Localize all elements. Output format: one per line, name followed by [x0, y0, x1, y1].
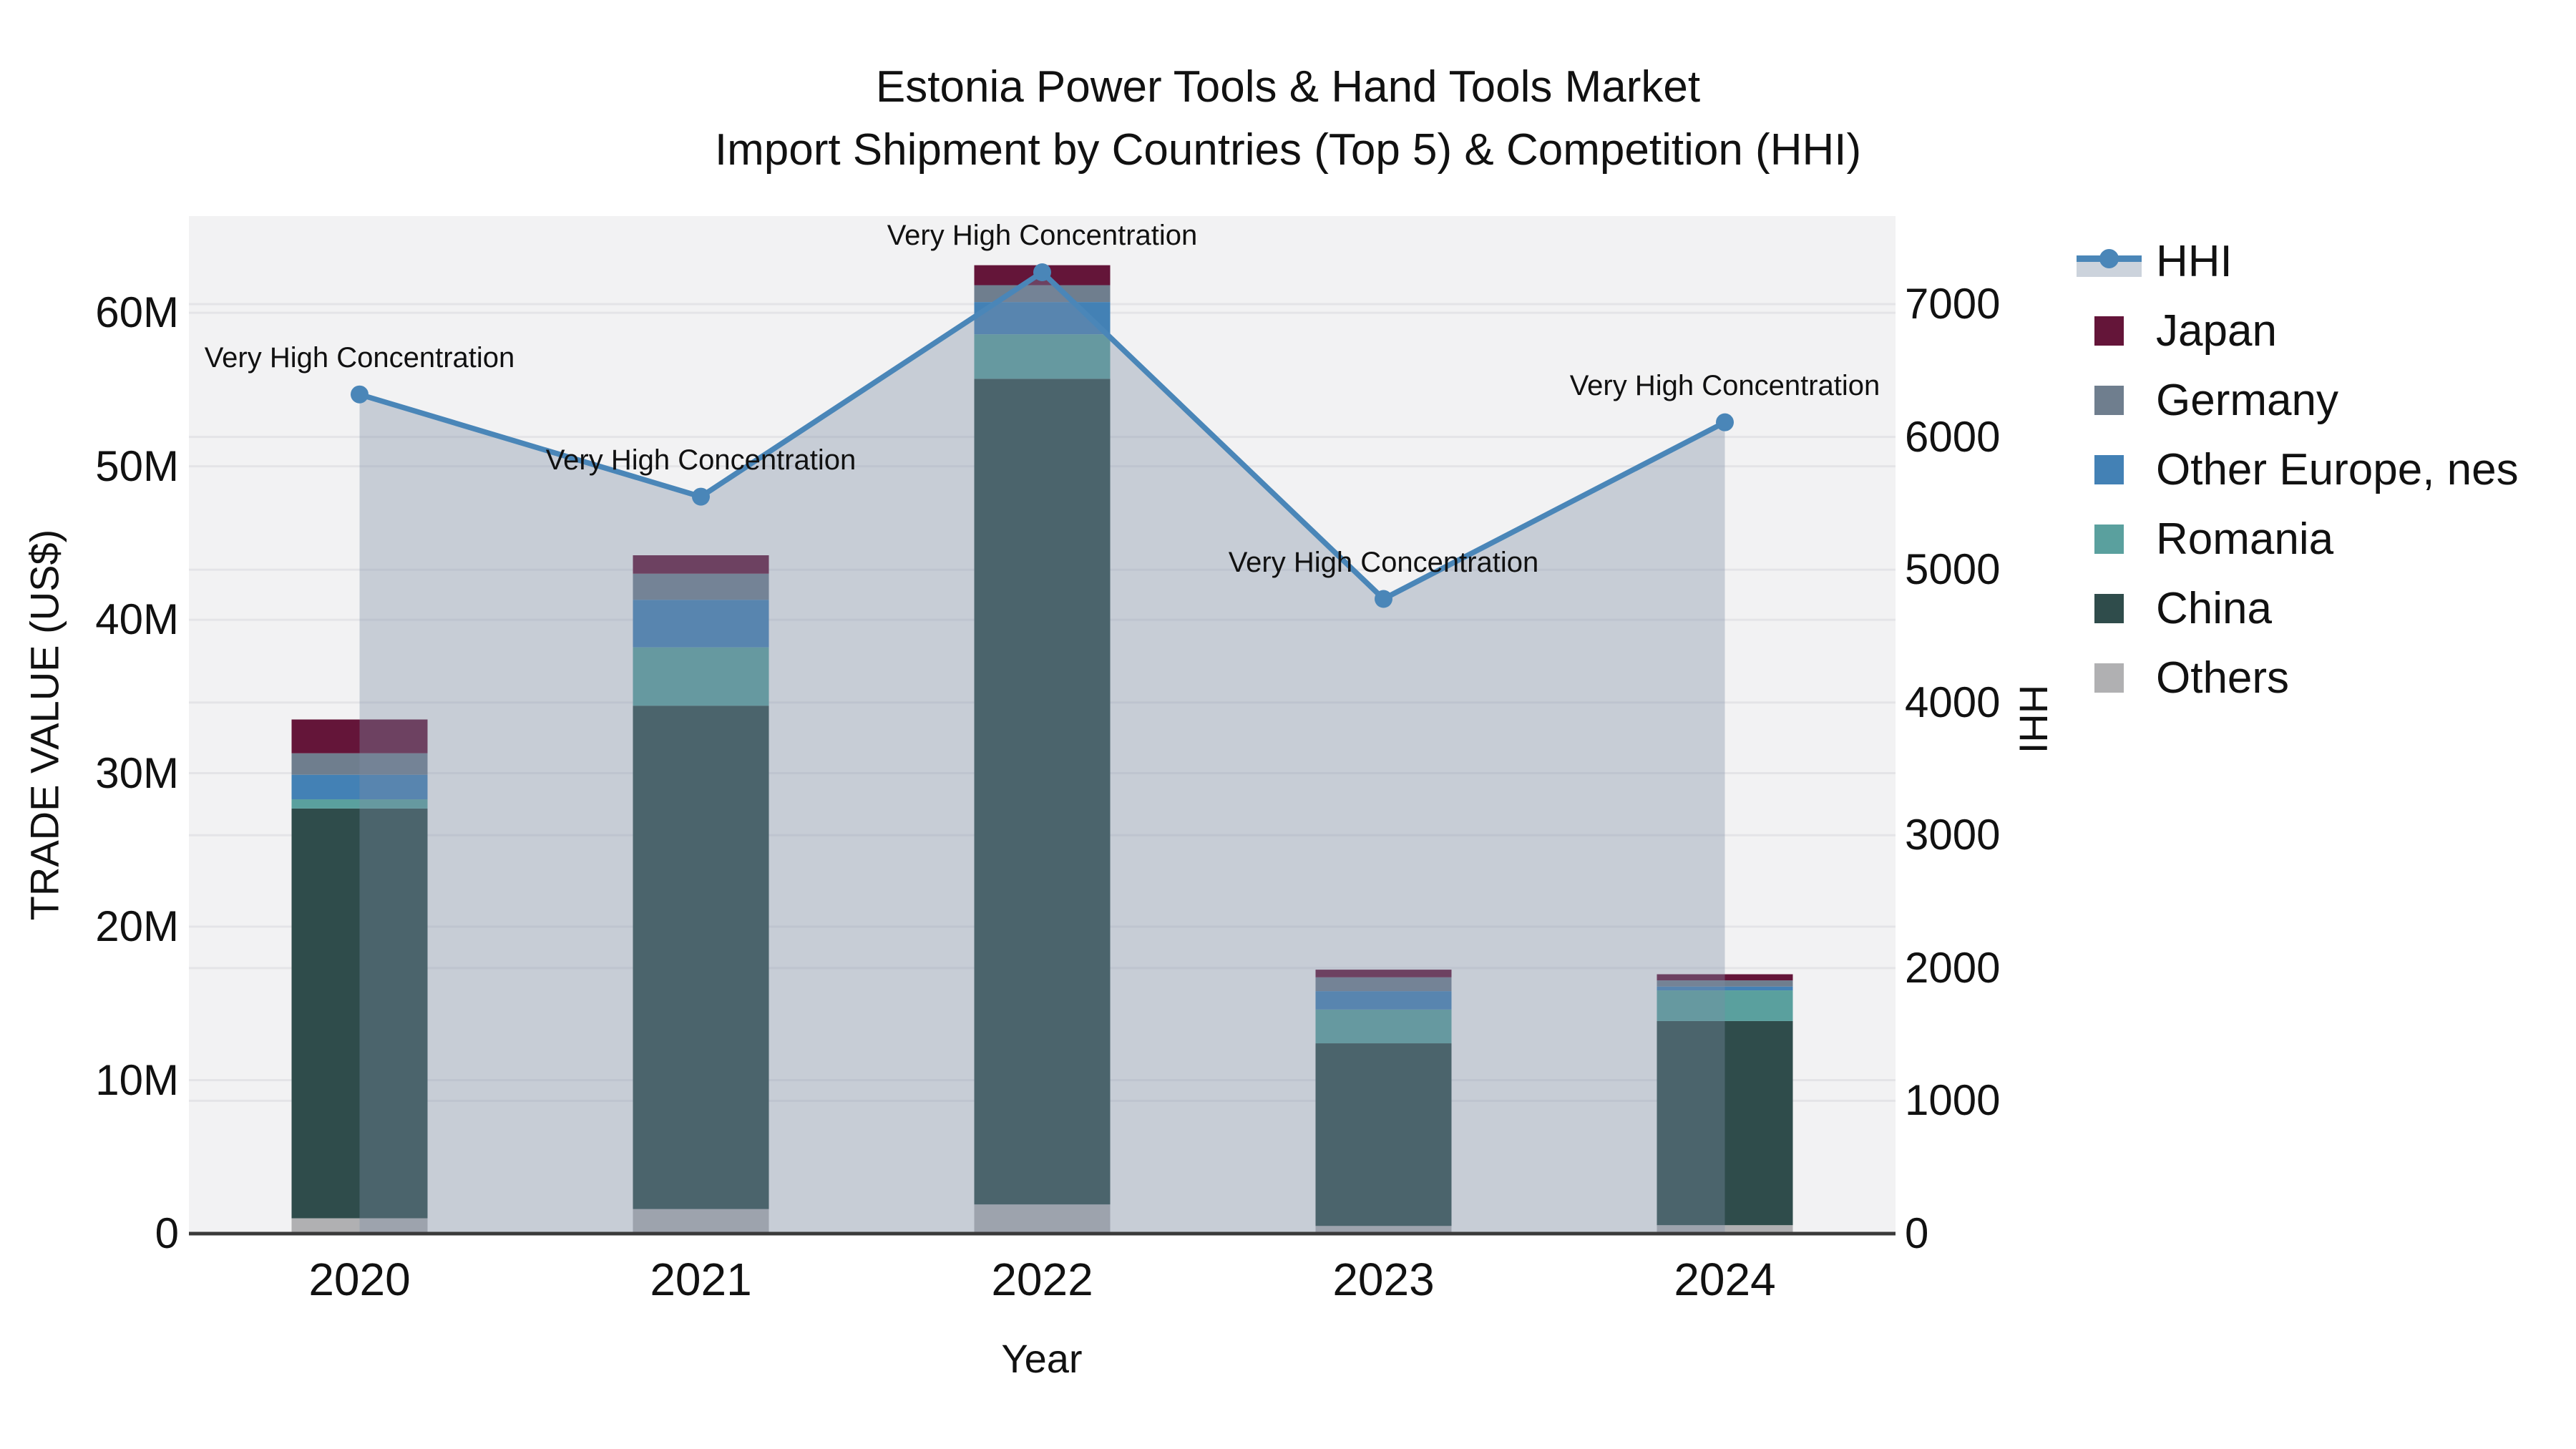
x-tick-2020: 2020 [308, 1254, 411, 1305]
legend-label-other-europe: Other Europe, nes [2156, 445, 2519, 494]
y-left-tick: 30M [95, 748, 179, 797]
hhi-marker-2024 [1716, 413, 1734, 431]
bar-segment-romania-2020 [291, 799, 428, 809]
annotation-2023: Very High Concentration [1228, 546, 1539, 578]
y-right-tick: 2000 [1905, 943, 2001, 992]
other-europe-color-swatch-icon [2094, 455, 2124, 484]
annotation-2022: Very High Concentration [887, 220, 1198, 252]
legend-item-romania: Romania [2077, 504, 2519, 574]
legend-label-china: China [2156, 584, 2272, 633]
x-tick-2024: 2024 [1674, 1254, 1776, 1305]
legend-item-other-europe: Other Europe, nes [2077, 435, 2519, 504]
chart-title: Estonia Power Tools & Hand Tools Market … [0, 56, 2576, 182]
bar-segment-japan-2021 [633, 555, 769, 574]
y-right-tick: 7000 [1905, 280, 2001, 328]
hhi-marker-2022 [1033, 263, 1051, 281]
hhi-marker-2023 [1375, 590, 1392, 608]
x-axis-label: Year [1001, 1336, 1083, 1381]
y-right-tick: 5000 [1905, 545, 2001, 594]
hhi-area-fill [359, 272, 1725, 1234]
bar-segment-china-2021 [633, 706, 769, 1209]
y-axis-left-label: TRADE VALUE (US$) [21, 529, 67, 921]
bar-segment-other-europe-nes-2023 [1315, 991, 1452, 1010]
y-left-tick: 10M [95, 1055, 179, 1104]
y-right-tick: 1000 [1905, 1076, 2001, 1125]
bar-segment-romania-2024 [1657, 990, 1793, 1021]
bar-segment-germany-2023 [1315, 977, 1452, 992]
legend-label-romania: Romania [2156, 514, 2334, 564]
bar-segment-japan-2020 [291, 719, 428, 753]
annotation-2021: Very High Concentration [545, 444, 857, 477]
chart-title-line2: Import Shipment by Countries (Top 5) & C… [714, 125, 1862, 175]
bar-segment-china-2020 [291, 808, 428, 1219]
bar-segment-others-2023 [1315, 1226, 1452, 1234]
bar-segment-other-europe-nes-2020 [291, 774, 428, 800]
hhi-marker-2021 [692, 487, 710, 506]
bar-segment-japan-2024 [1657, 974, 1793, 981]
others-color-swatch-icon [2094, 663, 2124, 693]
y-right-tick: 6000 [1905, 412, 2001, 461]
y-right-tick: 4000 [1905, 678, 2001, 726]
annotation-2024: Very High Concentration [1569, 370, 1880, 402]
bar-segment-germany-2021 [633, 573, 769, 600]
legend-label-germany: Germany [2156, 376, 2338, 425]
y-left-tick: 0 [155, 1209, 179, 1257]
y-left-tick: 40M [95, 595, 179, 644]
china-color-swatch-icon [2094, 594, 2124, 623]
bar-segment-others-2022 [974, 1204, 1111, 1234]
legend-item-hhi: HHI [2077, 227, 2519, 296]
legend-item-others: Others [2077, 643, 2519, 713]
x-tick-2022: 2022 [991, 1254, 1093, 1305]
bar-segment-germany-2020 [291, 753, 428, 775]
legend: HHI Japan Germany Other Europe, nes Roma… [2077, 227, 2519, 713]
germany-color-swatch-icon [2094, 386, 2124, 415]
y-axis-right-label: HHI [2011, 684, 2057, 754]
y-left-tick: 60M [95, 288, 179, 337]
hhi-marker-2020 [351, 385, 369, 404]
bar-segment-germany-2024 [1657, 980, 1793, 987]
legend-label-japan: Japan [2156, 306, 2277, 356]
y-left-tick: 50M [95, 441, 179, 490]
legend-label-hhi: HHI [2156, 237, 2233, 286]
romania-color-swatch-icon [2094, 525, 2124, 554]
legend-item-japan: Japan [2077, 296, 2519, 366]
japan-color-swatch-icon [2094, 316, 2124, 346]
x-tick-2021: 2021 [650, 1254, 752, 1305]
bar-segment-china-2022 [974, 379, 1111, 1205]
legend-item-germany: Germany [2077, 366, 2519, 435]
y-right-tick: 3000 [1905, 811, 2001, 859]
bar-segment-romania-2023 [1315, 1009, 1452, 1044]
hhi-marker-dot-icon [2099, 248, 2119, 268]
bar-segment-other-europe-nes-2024 [1657, 986, 1793, 991]
annotation-2020: Very High Concentration [204, 342, 515, 374]
y-right-tick: 0 [1905, 1209, 1929, 1257]
x-tick-2023: 2023 [1332, 1254, 1435, 1305]
bar-segment-others-2021 [633, 1209, 769, 1234]
chart-title-line1: Estonia Power Tools & Hand Tools Market [875, 62, 1701, 112]
hhi-line-swatch-icon [2077, 246, 2142, 278]
bar-segment-romania-2021 [633, 647, 769, 706]
bar-segment-china-2024 [1657, 1020, 1793, 1226]
bar-segment-romania-2022 [974, 334, 1111, 379]
bar-segment-others-2024 [1657, 1225, 1793, 1234]
legend-item-china: China [2077, 574, 2519, 643]
y-left-tick: 20M [95, 902, 179, 951]
bar-segment-other-europe-nes-2021 [633, 600, 769, 648]
legend-label-others: Others [2156, 653, 2290, 703]
bar-segment-china-2023 [1315, 1043, 1452, 1226]
bar-segment-others-2020 [291, 1218, 428, 1234]
bar-segment-japan-2023 [1315, 970, 1452, 977]
